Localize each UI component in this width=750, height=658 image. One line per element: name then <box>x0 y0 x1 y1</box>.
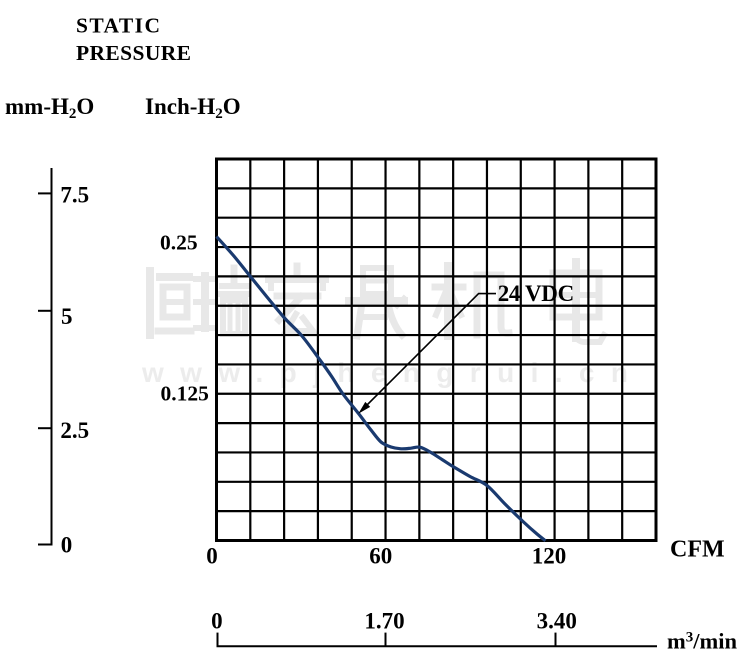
svg-text:0.25: 0.25 <box>160 231 198 255</box>
svg-text:60: 60 <box>369 543 392 568</box>
svg-text:PRESSURE: PRESSURE <box>76 41 191 65</box>
svg-text:5: 5 <box>61 304 73 329</box>
svg-text:mm-H2O: mm-H2O <box>5 94 94 122</box>
svg-text:Inch-H2O: Inch-H2O <box>145 94 241 122</box>
svg-text:120: 120 <box>532 543 567 568</box>
svg-text:3.40: 3.40 <box>537 609 577 634</box>
svg-text:STATIC: STATIC <box>76 14 160 38</box>
svg-text:7.5: 7.5 <box>60 182 89 207</box>
svg-text:2.5: 2.5 <box>60 418 89 443</box>
svg-text:0: 0 <box>211 609 223 634</box>
svg-text:0: 0 <box>61 533 72 558</box>
svg-text:1.70: 1.70 <box>364 609 404 634</box>
svg-text:m3/min: m3/min <box>667 629 737 654</box>
svg-text:0.125: 0.125 <box>161 382 209 406</box>
svg-text:24 VDC: 24 VDC <box>498 281 575 306</box>
svg-text:0: 0 <box>206 543 218 568</box>
svg-text:CFM: CFM <box>670 537 725 563</box>
